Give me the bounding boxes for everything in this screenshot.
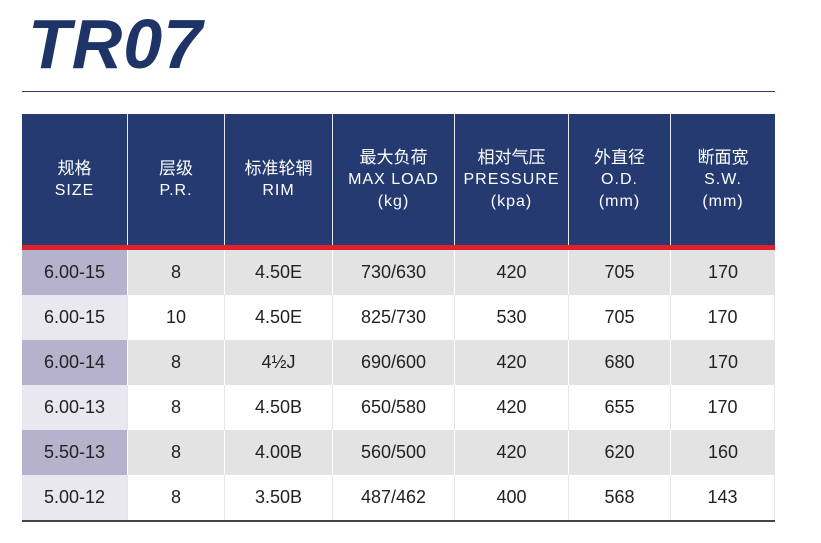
header-section-width: 断面宽 S.W. (mm): [671, 114, 775, 245]
table-row: 6.00-14 8 4½J 690/600 420 680 170: [22, 340, 775, 385]
cell-pressure: 530: [455, 295, 569, 340]
cell-size: 6.00-14: [22, 340, 128, 385]
cell-ply: 8: [128, 475, 225, 520]
cell-rim: 4.50E: [225, 250, 333, 295]
header-rim-en: RIM: [262, 181, 295, 199]
header-load-cn: 最大负荷: [359, 147, 428, 167]
cell-od: 705: [569, 295, 671, 340]
cell-od: 620: [569, 430, 671, 475]
header-pressure: 相对气压 PRESSURE (kpa): [455, 114, 569, 245]
cell-rim: 3.50B: [225, 475, 333, 520]
cell-sw: 170: [707, 352, 739, 372]
cell-size: 5.50-13: [22, 430, 128, 475]
cell-ply: 8: [128, 250, 225, 295]
table-row: 5.50-13 8 4.00B 560/500 420 620 160: [22, 430, 775, 475]
cell-sw: 170: [671, 295, 775, 340]
cell-rim: 4.00B: [225, 430, 333, 475]
cell-pressure: 420: [455, 250, 569, 295]
cell-load: 560/500: [333, 430, 455, 475]
cell-pressure: 400: [455, 475, 569, 520]
table-row: 5.00-12 8 3.50B 487/462 400 568 143: [22, 475, 775, 520]
table-bottom-rule: [22, 520, 775, 522]
header-size-cn: 规格: [57, 158, 92, 178]
cell-od: 568: [569, 475, 671, 520]
cell-size: 6.00-13: [22, 385, 128, 430]
cell-ply: 10: [128, 295, 225, 340]
header-outer-diameter: 外直径 O.D. (mm): [569, 114, 671, 245]
cell-pressure: 420: [455, 385, 569, 430]
cell-size: 5.00-12: [22, 475, 128, 520]
cell-sw: 170: [671, 385, 775, 430]
cell-sw: 143: [671, 475, 775, 520]
page-title: TR07: [28, 5, 204, 83]
cell-ply: 8: [128, 385, 225, 430]
header-max-load: 最大负荷 MAX LOAD (kg): [333, 114, 455, 245]
cell-pressure: 420: [455, 340, 569, 385]
header-ply-cn: 层级: [159, 158, 193, 178]
cell-load: 690/600: [333, 340, 455, 385]
cell-od: 680: [569, 340, 671, 385]
cell-ply: 8: [128, 430, 225, 475]
header-pressure-en: PRESSURE: [463, 170, 560, 188]
cell-load: 487/462: [333, 475, 455, 520]
header-ply-rating: 层级 P.R.: [128, 114, 225, 245]
cell-rim: 4½J: [225, 340, 333, 385]
cell-load: 730/630: [333, 250, 455, 295]
header-sw-unit: (mm): [702, 192, 744, 210]
header-od-unit: (mm): [598, 192, 641, 210]
header-load-en: MAX LOAD: [348, 170, 439, 188]
cell-load: 825/730: [333, 295, 455, 340]
table-row: 6.00-15 8 4.50E 730/630 420 705 170: [22, 250, 775, 295]
header-size: 规格 SIZE: [22, 114, 128, 245]
cell-size: 6.00-15: [22, 295, 128, 340]
cell-sw: 160: [707, 442, 739, 462]
cell-od: 655: [569, 385, 671, 430]
header-red-line: [22, 245, 775, 250]
cell-rim: 4.50E: [225, 295, 333, 340]
header-rim: 标准轮辋 RIM: [225, 114, 333, 245]
spec-table: 规格 SIZE 层级 P.R. 标准轮辋 RIM 最大负荷 MAX LOAD (…: [22, 114, 775, 522]
header-sw-cn: 断面宽: [697, 147, 749, 167]
cell-pressure: 420: [455, 430, 569, 475]
header-rim-cn: 标准轮辋: [244, 158, 313, 178]
header-sw-en: S.W.: [704, 170, 742, 188]
title-divider: [22, 91, 775, 92]
table-row: 6.00-15 10 4.50E 825/730 530 705 170: [22, 295, 775, 340]
header-pressure-cn: 相对气压: [477, 147, 546, 167]
cell-od: 705: [569, 250, 671, 295]
header-ply-en: P.R.: [159, 181, 193, 199]
header-od-cn: 外直径: [594, 147, 645, 167]
cell-rim: 4.50B: [225, 385, 333, 430]
cell-size: 6.00-15: [22, 250, 128, 295]
header-load-unit: (kg): [377, 192, 410, 210]
cell-sw: 170: [707, 262, 739, 282]
table-header: 规格 SIZE 层级 P.R. 标准轮辋 RIM 最大负荷 MAX LOAD (…: [22, 114, 775, 245]
cell-ply: 8: [128, 340, 225, 385]
header-pressure-unit: (kpa): [490, 192, 533, 210]
header-od-en: O.D.: [601, 170, 638, 188]
header-size-en: SIZE: [54, 181, 95, 199]
cell-load: 650/580: [333, 385, 455, 430]
table-row: 6.00-13 8 4.50B 650/580 420 655 170: [22, 385, 775, 430]
